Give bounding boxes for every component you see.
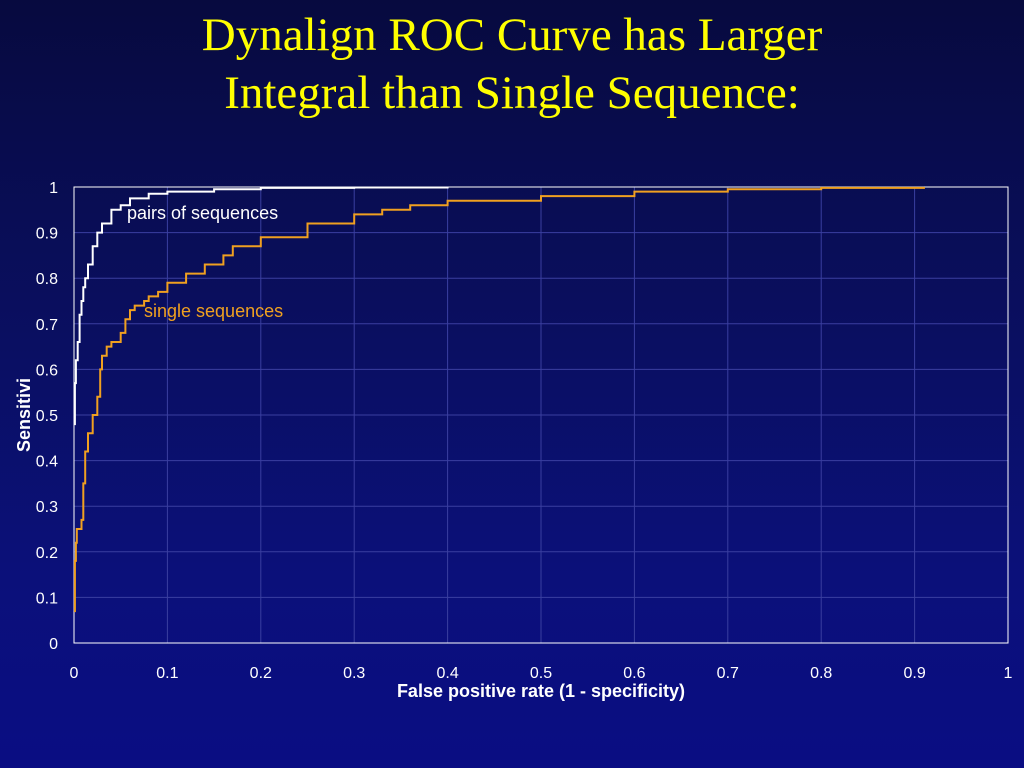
x-tick-label: 0.3	[343, 665, 365, 682]
y-tick-label: 0.5	[36, 408, 58, 425]
y-tick-label: 0.2	[36, 545, 58, 562]
x-tick-label: 0.8	[810, 665, 832, 682]
x-tick-label: 0.5	[530, 665, 552, 682]
y-tick-label: 1	[49, 180, 58, 197]
x-tick-label: 0.6	[623, 665, 645, 682]
series-layer	[73, 186, 925, 613]
y-tick-label: 0.3	[36, 499, 58, 516]
title-line-1: Dynalign ROC Curve has Larger	[201, 9, 823, 61]
y-tick-label: 0.1	[36, 590, 58, 607]
x-tick-label: 0.7	[717, 665, 739, 682]
annotation-pairs-of-sequences: pairs of sequences	[127, 203, 278, 223]
tick-labels: 0 0.1 0.2 0.3 0.4 0.5 0.6 0.7 0.8 0.9 1 0 0.1 0.2 0.3 0…	[36, 180, 1013, 682]
title-line-2: Integral than Single Sequence:	[224, 67, 800, 119]
grid	[74, 187, 1008, 643]
annotations: pairs of sequences single sequences	[127, 203, 283, 321]
y-tick-label: 0.8	[36, 271, 58, 288]
x-tick-label: 0.2	[250, 665, 272, 682]
y-axis-label: Sensitivi	[14, 378, 34, 452]
x-tick-label: 1	[1004, 665, 1013, 682]
x-tick-label: 0.9	[903, 665, 925, 682]
x-tick-label: 0.1	[156, 665, 178, 682]
series-line-single-sequences	[73, 186, 925, 613]
annotation-single-sequences: single sequences	[144, 301, 283, 321]
slide-title: Dynalign ROC Curve has Larger Integral t…	[0, 6, 1024, 122]
y-tick-label: 0.4	[36, 454, 58, 471]
x-tick-label: 0.4	[436, 665, 458, 682]
x-axis-label: False positive rate (1 - specificity)	[397, 681, 685, 701]
series-line-pairs-of-sequences	[73, 186, 449, 426]
y-tick-label: 0.6	[36, 362, 58, 379]
y-tick-label: 0.7	[36, 317, 58, 334]
y-tick-label: 0	[49, 636, 58, 653]
y-tick-label: 0.9	[36, 226, 58, 243]
x-tick-label: 0	[70, 665, 79, 682]
